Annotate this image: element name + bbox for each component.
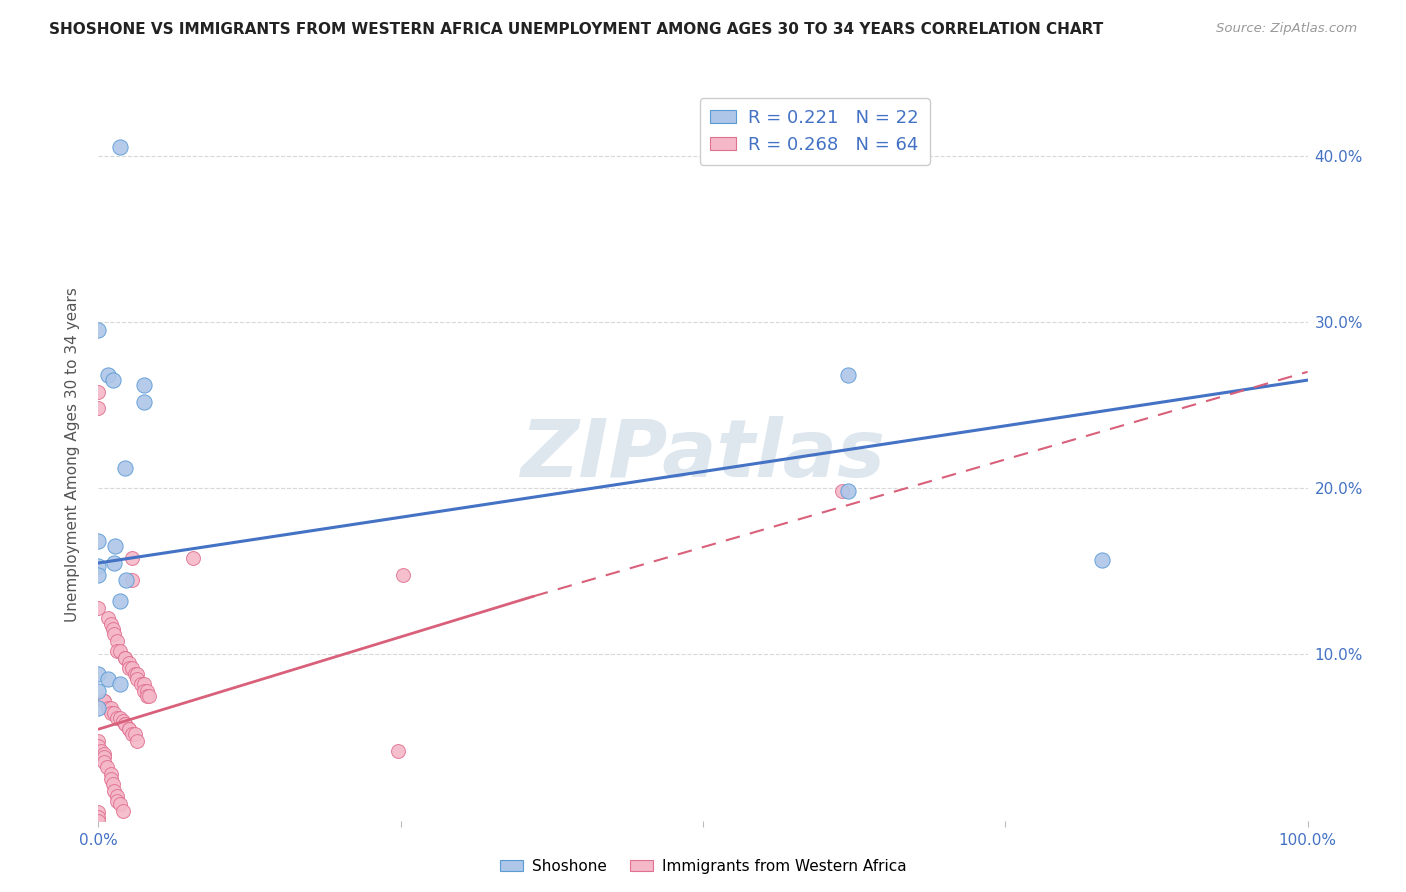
Point [134, 684, 156, 698]
Point [87, 684, 110, 698]
Point [93, 694, 115, 708]
Y-axis label: Unemployment Among Ages 30 to 34 years: Unemployment Among Ages 30 to 34 years [65, 287, 80, 623]
Point [108, 710, 131, 724]
Point [108, 797, 131, 811]
Point [134, 677, 156, 691]
Point [101, 623, 124, 637]
Point [93, 747, 115, 761]
Point [837, 368, 859, 383]
Point [114, 650, 136, 665]
Point [87, 805, 110, 820]
Point [87, 559, 110, 574]
Point [115, 573, 138, 587]
Point [93, 694, 115, 708]
Text: SHOSHONE VS IMMIGRANTS FROM WESTERN AFRICA UNEMPLOYMENT AMONG AGES 30 TO 34 YEAR: SHOSHONE VS IMMIGRANTS FROM WESTERN AFRI… [49, 22, 1104, 37]
Point [127, 667, 149, 681]
Point [118, 723, 141, 737]
Point [105, 644, 128, 658]
Point [129, 677, 152, 691]
Point [134, 394, 156, 409]
Point [101, 373, 124, 387]
Point [97, 368, 120, 383]
Point [87, 814, 110, 828]
Point [138, 689, 160, 703]
Point [121, 573, 143, 587]
Point [124, 727, 146, 741]
Point [87, 401, 110, 416]
Point [1091, 552, 1114, 566]
Point [93, 750, 115, 764]
Point [100, 767, 122, 781]
Point [100, 700, 122, 714]
Point [118, 723, 141, 737]
Point [114, 650, 136, 665]
Point [87, 810, 110, 824]
Legend: R = 0.221   N = 22, R = 0.268   N = 64: R = 0.221 N = 22, R = 0.268 N = 64 [700, 98, 929, 165]
Point [181, 551, 204, 566]
Point [121, 551, 143, 566]
Point [108, 594, 131, 608]
Point [103, 627, 125, 641]
Point [90, 744, 112, 758]
Point [392, 567, 415, 582]
Point [103, 556, 125, 570]
Point [97, 611, 120, 625]
Point [114, 717, 136, 731]
Point [114, 461, 136, 475]
Point [101, 777, 124, 791]
Point [108, 677, 131, 691]
Point [111, 714, 134, 728]
Point [105, 789, 128, 803]
Point [121, 661, 143, 675]
Point [87, 667, 110, 681]
Point [121, 727, 143, 741]
Point [96, 760, 118, 774]
Point [105, 710, 128, 724]
Text: ZIPatlas: ZIPatlas [520, 416, 886, 494]
Point [135, 689, 157, 703]
Point [111, 804, 134, 818]
Point [103, 706, 125, 720]
Point [100, 772, 122, 786]
Text: Source: ZipAtlas.com: Source: ZipAtlas.com [1216, 22, 1357, 36]
Point [127, 673, 149, 687]
Point [87, 384, 110, 399]
Point [87, 567, 110, 582]
Point [831, 484, 853, 499]
Point [100, 706, 122, 720]
Point [118, 656, 141, 670]
Point [97, 700, 120, 714]
Point [87, 534, 110, 549]
Point [87, 700, 110, 714]
Point [387, 744, 409, 758]
Point [105, 794, 128, 808]
Point [108, 140, 131, 154]
Point [124, 667, 146, 681]
Point [103, 783, 125, 797]
Point [87, 739, 110, 753]
Point [127, 734, 149, 748]
Point [87, 734, 110, 748]
Point [87, 323, 110, 337]
Point [118, 661, 141, 675]
Point [104, 539, 127, 553]
Point [97, 673, 120, 687]
Point [93, 756, 115, 770]
Point [108, 644, 131, 658]
Point [100, 617, 122, 632]
Point [134, 378, 156, 392]
Point [114, 717, 136, 731]
Legend: Shoshone, Immigrants from Western Africa: Shoshone, Immigrants from Western Africa [494, 853, 912, 880]
Point [837, 484, 859, 499]
Point [87, 600, 110, 615]
Point [105, 634, 128, 648]
Point [135, 684, 157, 698]
